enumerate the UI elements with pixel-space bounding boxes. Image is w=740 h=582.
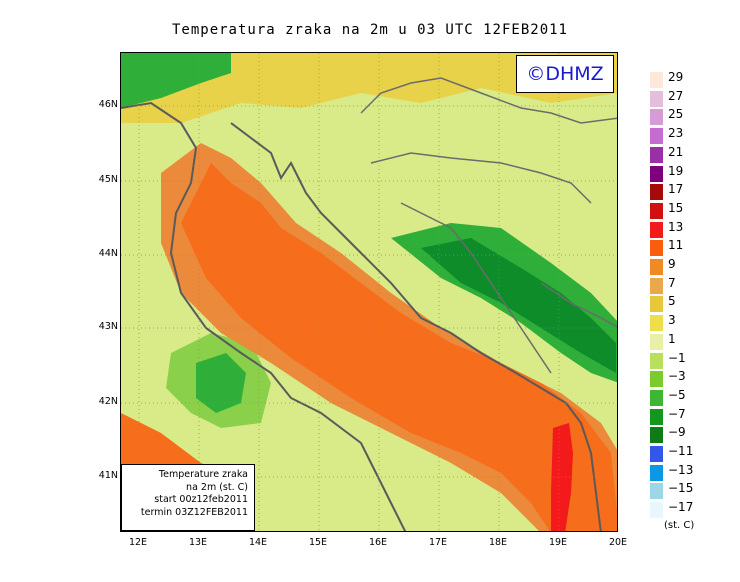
legend-swatch — [650, 483, 663, 500]
cold-region-northwest — [121, 53, 231, 108]
legend-swatch — [650, 259, 663, 275]
cool-land-north — [121, 53, 617, 123]
lon-label: 16E — [368, 537, 388, 548]
legend-swatch — [650, 221, 663, 238]
lat-lon-grid — [121, 53, 617, 531]
lon-label: 19E — [548, 537, 568, 548]
legend-swatch — [650, 315, 663, 332]
country-border — [370, 152, 592, 204]
legend-swatch — [650, 296, 663, 313]
info-line-3: start 00z12feb2011 — [154, 494, 248, 505]
lon-label: 18E — [488, 537, 508, 548]
legend-swatch — [650, 165, 663, 182]
country-border — [540, 282, 617, 328]
legend-label: −1 — [668, 350, 686, 365]
lat-label: 45N — [98, 174, 118, 185]
legend-swatch — [650, 202, 663, 219]
legend-label: −15 — [668, 481, 694, 496]
lat-label: 44N — [98, 248, 118, 259]
hot-spot — [551, 423, 573, 531]
legend-label: 7 — [668, 275, 676, 290]
legend-swatch — [650, 184, 663, 201]
legend-swatch — [650, 146, 663, 163]
legend-label: 5 — [668, 294, 676, 309]
coastline-italy — [121, 101, 407, 531]
coastline-balkans — [230, 122, 602, 531]
legend-label: −7 — [668, 406, 686, 421]
legend-label: 1 — [668, 331, 676, 346]
legend-swatch — [650, 389, 663, 406]
legend-swatch — [650, 408, 663, 425]
legend-label: −9 — [668, 425, 686, 440]
lon-label: 12E — [128, 537, 148, 548]
legend-label: −11 — [668, 444, 694, 458]
map-canvas — [121, 53, 617, 531]
legend-label: 19 — [668, 163, 684, 178]
lon-label: 14E — [248, 537, 268, 548]
legend-label: 11 — [668, 238, 684, 253]
legend-swatch — [650, 352, 663, 369]
temperature-map — [120, 52, 618, 532]
legend-swatch — [650, 90, 663, 107]
legend-swatch — [650, 427, 663, 444]
legend-label: 23 — [668, 126, 684, 141]
legend-swatch — [650, 128, 663, 145]
copyright-label: ©DHMZ — [516, 55, 614, 93]
legend-swatch — [650, 240, 663, 257]
legend-swatch — [650, 464, 663, 481]
legend-swatch — [650, 109, 663, 126]
legend-label: 27 — [668, 88, 684, 103]
lon-label: 15E — [308, 537, 328, 548]
legend-label: 3 — [668, 313, 676, 328]
lat-label: 42N — [98, 396, 118, 407]
info-line-4: termin 03Z12FEB2011 — [140, 506, 248, 518]
lon-label: 13E — [188, 537, 208, 548]
legend-swatch — [650, 333, 663, 350]
map-title: Temperatura zraka na 2m u 03 UTC 12FEB20… — [171, 22, 568, 38]
legend-label: −5 — [668, 387, 686, 402]
info-line-1: Temperature zraka — [158, 469, 248, 480]
legend-label: −3 — [668, 369, 686, 384]
lat-label: 41N — [98, 470, 118, 481]
legend-label: 13 — [668, 219, 684, 234]
country-border — [400, 202, 552, 374]
coldest-region-italy — [196, 353, 246, 413]
legend-label: 9 — [668, 257, 676, 271]
legend-label: 15 — [668, 200, 684, 215]
legend-swatch — [650, 371, 663, 388]
legend-label: 17 — [668, 182, 684, 197]
legend-label: −17 — [668, 500, 694, 515]
lon-label: 20E — [608, 537, 628, 548]
legend-swatch — [650, 502, 663, 519]
country-border — [360, 77, 617, 124]
lat-label: 46N — [98, 99, 118, 110]
legend-unit: (st. C) — [664, 520, 695, 531]
coldest-region-inland — [421, 238, 616, 373]
adriatic-sea — [181, 163, 617, 531]
legend-swatch — [650, 277, 663, 294]
lon-label: 17E — [428, 537, 448, 548]
map-info-box: Temperature zraka na 2m (st. C) start 00… — [121, 464, 255, 531]
legend-swatch — [650, 446, 663, 462]
legend-label: 29 — [668, 70, 684, 84]
legend-label: 21 — [668, 144, 684, 159]
legend-swatch — [650, 72, 663, 88]
lat-label: 43N — [98, 321, 118, 332]
info-line-2: na 2m (st. C) — [186, 481, 248, 493]
legend-label: 25 — [668, 107, 684, 122]
legend-label: −13 — [668, 462, 694, 477]
